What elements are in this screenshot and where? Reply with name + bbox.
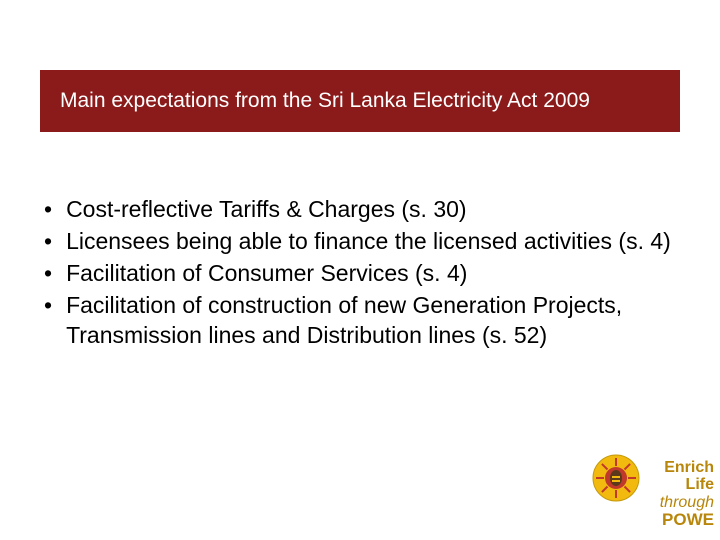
list-item: • Cost-reflective Tariffs & Charges (s. …	[40, 195, 680, 225]
list-item: • Facilitation of construction of new Ge…	[40, 291, 680, 351]
bullet-marker: •	[44, 291, 52, 321]
slide-title: Main expectations from the Sri Lanka Ele…	[60, 89, 590, 113]
footer-line3: through	[630, 494, 714, 512]
footer-line4: POWE	[630, 511, 714, 530]
bullet-marker: •	[44, 195, 52, 225]
bullet-marker: •	[44, 259, 52, 289]
bullet-text: Facilitation of construction of new Gene…	[66, 291, 680, 351]
footer-line1: Enrich	[630, 459, 714, 477]
footer-line2: Life	[630, 476, 714, 494]
bullet-text: Licensees being able to finance the lice…	[66, 227, 680, 257]
footer-text: Enrich Life through POWE	[630, 459, 720, 530]
bullet-text: Facilitation of Consumer Services (s. 4)	[66, 259, 680, 289]
list-item: • Facilitation of Consumer Services (s. …	[40, 259, 680, 289]
bullet-text: Cost-reflective Tariffs & Charges (s. 30…	[66, 195, 680, 225]
bullet-marker: •	[44, 227, 52, 257]
bullet-list: • Cost-reflective Tariffs & Charges (s. …	[40, 195, 680, 352]
list-item: • Licensees being able to finance the li…	[40, 227, 680, 257]
title-bar: Main expectations from the Sri Lanka Ele…	[40, 70, 680, 132]
